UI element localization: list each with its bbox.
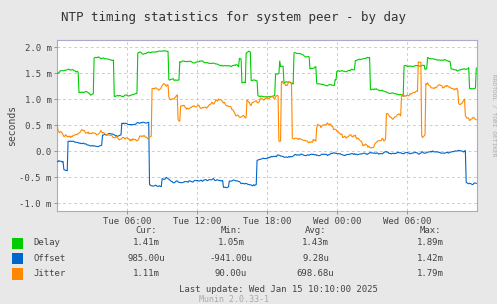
Text: 1.89m: 1.89m [416,238,443,247]
Text: Avg:: Avg: [305,226,327,235]
Y-axis label: seconds: seconds [6,105,16,146]
Text: Offset: Offset [34,254,66,263]
Text: 1.42m: 1.42m [416,254,443,263]
Text: RRDTOOL / TOBI OETIKER: RRDTOOL / TOBI OETIKER [491,74,496,157]
Text: Munin 2.0.33-1: Munin 2.0.33-1 [199,295,268,304]
Text: 9.28u: 9.28u [302,254,329,263]
Text: Delay: Delay [34,238,61,247]
Text: 985.00u: 985.00u [128,254,166,263]
Text: 1.11m: 1.11m [133,269,160,278]
Text: Last update: Wed Jan 15 10:10:00 2025: Last update: Wed Jan 15 10:10:00 2025 [179,285,378,294]
Text: 1.05m: 1.05m [218,238,245,247]
Text: -941.00u: -941.00u [210,254,252,263]
Text: 1.41m: 1.41m [133,238,160,247]
Text: 1.79m: 1.79m [416,269,443,278]
Text: 1.43m: 1.43m [302,238,329,247]
Text: 698.68u: 698.68u [297,269,334,278]
Text: Max:: Max: [419,226,441,235]
Text: Jitter: Jitter [34,269,66,278]
Text: Min:: Min: [220,226,242,235]
Text: 90.00u: 90.00u [215,269,247,278]
Text: Cur:: Cur: [136,226,158,235]
Text: NTP timing statistics for system peer - by day: NTP timing statistics for system peer - … [61,11,406,24]
